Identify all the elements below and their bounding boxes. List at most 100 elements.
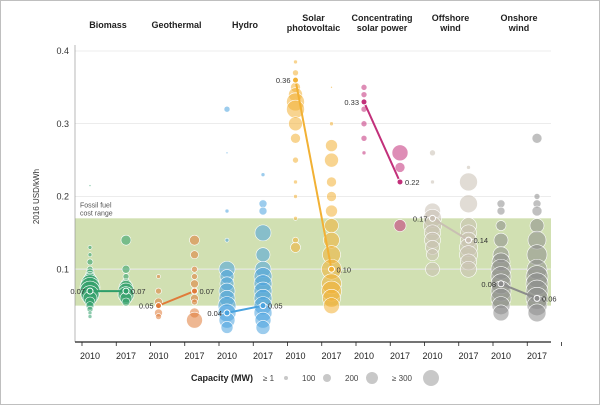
average-marker [396, 178, 404, 186]
category-label: Geothermal [151, 20, 201, 30]
x-tick-label: 2017 [184, 351, 204, 361]
data-point [121, 297, 131, 307]
x-tick-label: 2010 [491, 351, 511, 361]
data-point [290, 133, 301, 144]
y-tick-label: 0.2 [56, 192, 69, 202]
legend-label: 200 [345, 374, 359, 383]
average-marker [292, 76, 299, 84]
fossil-fuel-band [75, 218, 551, 306]
data-point [425, 261, 440, 277]
category-label: Concentrating [351, 13, 412, 23]
data-point [531, 133, 543, 144]
x-tick-label: 2017 [527, 351, 547, 361]
average-marker [328, 265, 335, 273]
data-point [360, 91, 368, 98]
band-label-line: Fossil fuel [80, 202, 112, 209]
data-point [466, 165, 471, 170]
category-label: Hydro [232, 20, 259, 30]
y-tick-label: 0.1 [56, 264, 69, 274]
data-point [258, 199, 268, 209]
data-point [255, 247, 271, 262]
data-point [156, 274, 161, 279]
data-point [393, 219, 407, 232]
data-point [330, 86, 333, 89]
x-tick-label: 2017 [321, 351, 341, 361]
data-point [324, 218, 339, 233]
x-tick-label: 2010 [148, 351, 168, 361]
average-marker [429, 214, 436, 222]
legend-marker [284, 376, 288, 380]
data-point [191, 265, 198, 273]
average-label: 0.07 [200, 287, 215, 296]
data-point [224, 237, 230, 243]
data-point [260, 172, 266, 177]
data-point [225, 151, 229, 155]
x-tick-label: 2010 [285, 351, 305, 361]
data-point [293, 179, 298, 185]
legend-label: ≥ 300 [392, 374, 413, 383]
average-label: 0.04 [207, 309, 222, 318]
legend-title: Capacity (MW) [191, 373, 253, 383]
average-label: 0.07 [131, 287, 146, 296]
average-marker [155, 302, 162, 310]
x-tick-label: 2017 [458, 351, 478, 361]
data-point [459, 194, 478, 214]
average-trend-line [363, 101, 401, 183]
data-point [86, 258, 94, 266]
data-point [325, 139, 338, 152]
data-point [459, 172, 478, 192]
data-point [495, 220, 507, 231]
average-marker [86, 287, 94, 295]
average-trend-line [294, 79, 333, 270]
average-label: 0.08 [481, 280, 496, 289]
average-trend-line [158, 290, 195, 307]
data-point [87, 252, 93, 257]
data-point [121, 264, 131, 274]
category-label: Biomass [89, 20, 127, 30]
legend-marker [323, 374, 331, 382]
data-point [87, 245, 93, 250]
legend-marker [366, 372, 378, 384]
data-point [429, 149, 436, 157]
average-label: 0.17 [413, 214, 428, 223]
average-marker [465, 236, 472, 244]
average-marker [360, 98, 368, 106]
average-label: 0.14 [474, 236, 489, 245]
data-point [258, 206, 268, 216]
x-tick-label: 2010 [217, 351, 237, 361]
data-point [391, 144, 409, 162]
category-label: wind [508, 23, 530, 33]
data-point [360, 84, 368, 91]
average-marker [223, 309, 231, 317]
data-point [325, 204, 338, 218]
average-marker [497, 280, 505, 288]
average-marker [191, 287, 198, 295]
y-tick-label: 0.4 [56, 46, 69, 56]
legend-label: ≥ 1 [263, 374, 275, 383]
data-point [255, 320, 271, 335]
legend-label: 100 [302, 374, 316, 383]
data-point [529, 218, 545, 233]
average-marker [122, 287, 130, 295]
y-tick-label: 0.3 [56, 119, 69, 129]
data-point [155, 313, 162, 320]
data-point [361, 150, 367, 156]
category-label: Offshore [432, 13, 470, 23]
data-point [120, 234, 132, 246]
data-point [323, 297, 340, 314]
x-tick-label: 2017 [116, 351, 136, 361]
average-marker [533, 294, 541, 302]
data-point [329, 121, 334, 127]
data-point [531, 205, 543, 217]
data-point [190, 250, 199, 259]
data-point [527, 303, 547, 323]
data-point [324, 152, 339, 168]
x-tick-label: 2017 [253, 351, 273, 361]
data-point [186, 311, 203, 329]
average-label: 0.22 [405, 178, 420, 187]
data-point [360, 135, 368, 142]
average-label: 0.33 [344, 98, 359, 107]
data-point [190, 279, 199, 289]
